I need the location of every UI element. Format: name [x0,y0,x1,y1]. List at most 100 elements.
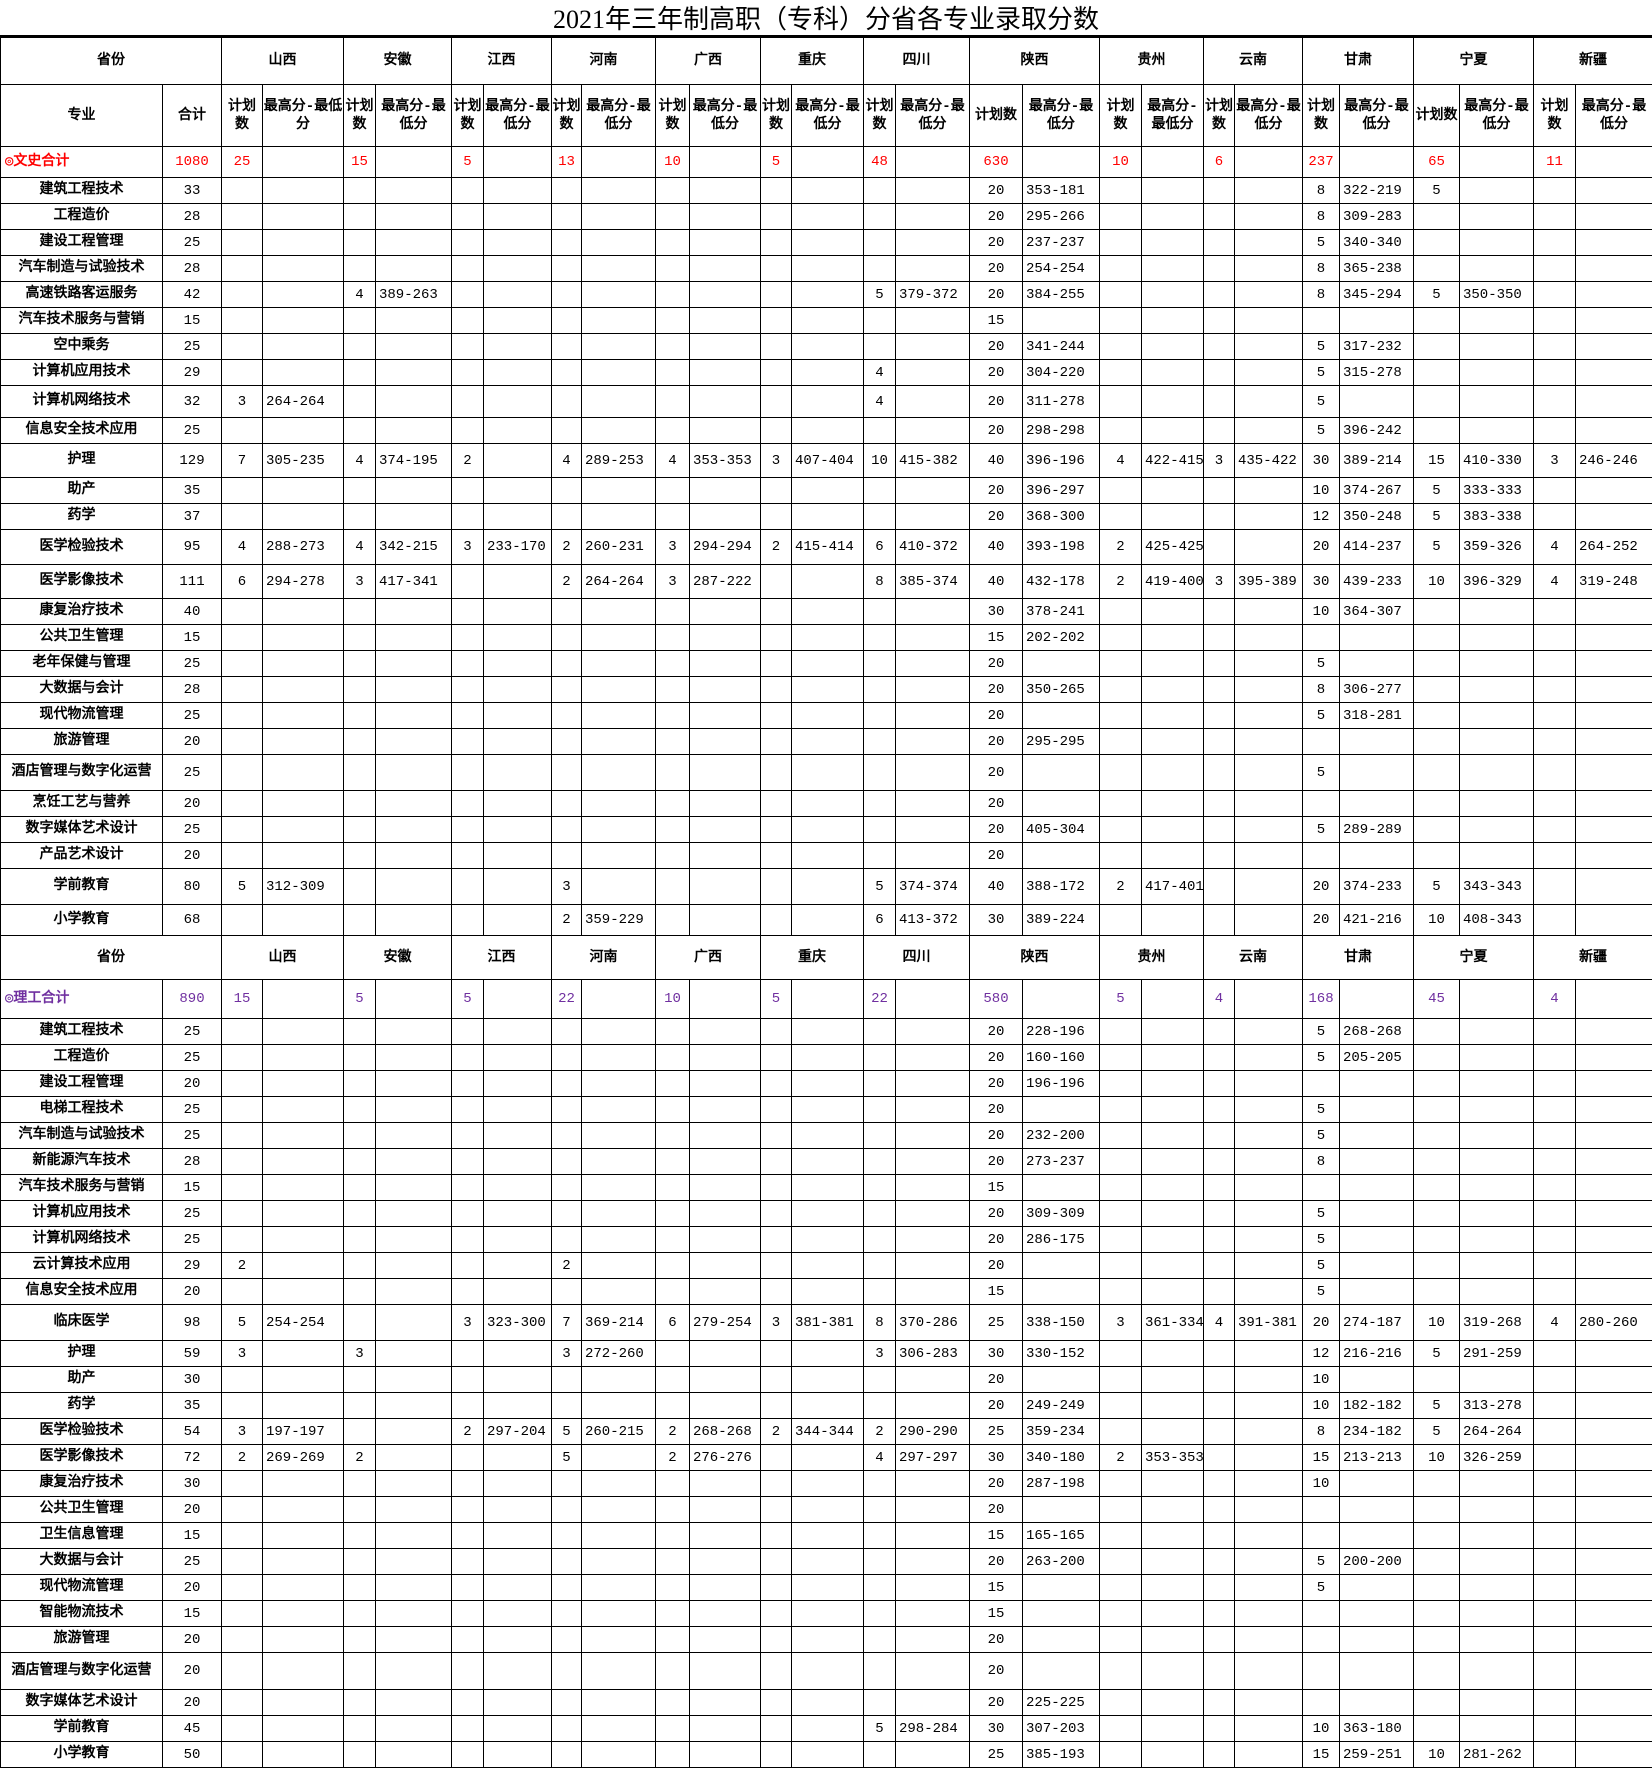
plan-count-cell [1413,816,1460,843]
plan-count-cell [1099,842,1142,869]
plan-count-cell [655,333,690,360]
plan-count-cell [221,1148,263,1175]
plan-count-cell [1203,1444,1235,1471]
score-range-cell [791,790,864,817]
score-range-cell [1459,1122,1534,1149]
plan-count-cell: 20 [969,1018,1023,1045]
plan-count-cell: 20 [969,503,1023,530]
score-range-cell [1575,904,1652,936]
plan-count-cell [1533,1444,1576,1471]
plan-count-cell: 40 [969,564,1023,599]
score-range-cell [375,1522,452,1549]
score-range-cell [689,650,761,677]
score-range-cell [375,1444,452,1471]
score-range-cell [895,816,970,843]
plan-count-cell [1099,503,1142,530]
table-row: 信息安全技术应用 20 15 5 [0,1278,1652,1305]
score-range-cell [375,904,452,936]
total-count: 15 [162,624,222,651]
plan-count-cell: 30 [969,1715,1023,1742]
score-range-cell [1339,1200,1414,1227]
plan-count-cell [1413,1174,1460,1201]
plan-count-cell [451,1470,484,1497]
score-range-cell [262,1044,344,1071]
score-range-cell [581,676,656,703]
total-cell [895,146,970,178]
score-range-cell [483,754,552,791]
major-name: 学前教育 [0,1715,163,1742]
score-range-cell [375,1689,452,1716]
plan-count-cell: 5 [1302,417,1340,444]
score-range-cell: 294-294 [689,529,761,565]
score-range-cell [262,1018,344,1045]
major-name: 计算机应用技术 [0,359,163,386]
plan-count-cell [343,203,376,230]
score-range-cell [1234,1122,1303,1149]
score-range-cell: 361-334 [1141,1304,1204,1341]
score-range-cell [1234,676,1303,703]
score-range-cell [895,1496,970,1523]
plan-count-cell [1203,1174,1235,1201]
score-range-cell [483,1652,552,1690]
plan-count-cell: 8 [1302,676,1340,703]
total-count: 32 [162,385,222,418]
plan-count-cell [551,417,582,444]
score-range-cell [791,477,864,504]
plan-count-cell [1203,1741,1235,1768]
score-range-cell: 289-289 [1339,816,1414,843]
plan-count-cell [221,1226,263,1253]
plan-count-cell: 5 [1302,1278,1340,1305]
score-range-cell [375,1626,452,1653]
score-range-cell [1234,529,1303,565]
score-range-cell [791,1496,864,1523]
plan-count-cell [655,598,690,625]
plan-count-cell: 4 [343,529,376,565]
score-range-cell [689,754,761,791]
table-row: 工程造价 25 20 160-160 5 205-205 [0,1044,1652,1071]
section-total-count: 890 [162,979,222,1019]
plan-count-cell [655,904,690,936]
plan-count-cell [655,1626,690,1653]
score-range-cell: 197-197 [262,1418,344,1445]
plan-count-cell [1413,790,1460,817]
plan-count-cell: 25 [969,1418,1023,1445]
plan-count-cell [343,1496,376,1523]
score-range-cell [1141,624,1204,651]
plan-count-cell [760,598,792,625]
score-range-cell [895,1548,970,1575]
plan-count-cell [1413,1522,1460,1549]
plan-count-cell [1413,307,1460,334]
plan-count-cell [655,1366,690,1393]
plan-count-cell [343,1174,376,1201]
plan-count-cell: 4 [655,443,690,478]
plan-count-cell [863,728,896,755]
plan-count-cell [551,1200,582,1227]
score-range-label: 最高分-最低分 [1339,84,1414,147]
score-range-cell [581,1226,656,1253]
plan-count-cell [1413,1122,1460,1149]
score-range-cell [262,1096,344,1123]
score-range-cell [1234,728,1303,755]
plan-count-cell [221,702,263,729]
plan-count-cell [1203,307,1235,334]
score-range-cell: 410-372 [895,529,970,565]
plan-count-cell [760,1470,792,1497]
province-header: 陕西 [969,37,1100,85]
plan-count-cell: 20 [1302,529,1340,565]
score-range-cell [1459,676,1534,703]
score-range-cell [1141,1070,1204,1097]
plan-count-cell [655,1340,690,1367]
plan-count-cell [451,816,484,843]
total-label: 合计 [162,84,222,147]
score-range-cell [262,177,344,204]
plan-count-cell [451,203,484,230]
plan-count-cell: 10 [1413,1304,1460,1341]
score-range-cell: 391-381 [1234,1304,1303,1341]
plan-count-cell [760,650,792,677]
major-name: 康复治疗技术 [0,1470,163,1497]
plan-count-cell [655,1070,690,1097]
score-range-cell: 379-372 [895,281,970,308]
score-range-cell [483,1200,552,1227]
plan-count-cell [1203,385,1235,418]
score-range-cell [1234,1689,1303,1716]
